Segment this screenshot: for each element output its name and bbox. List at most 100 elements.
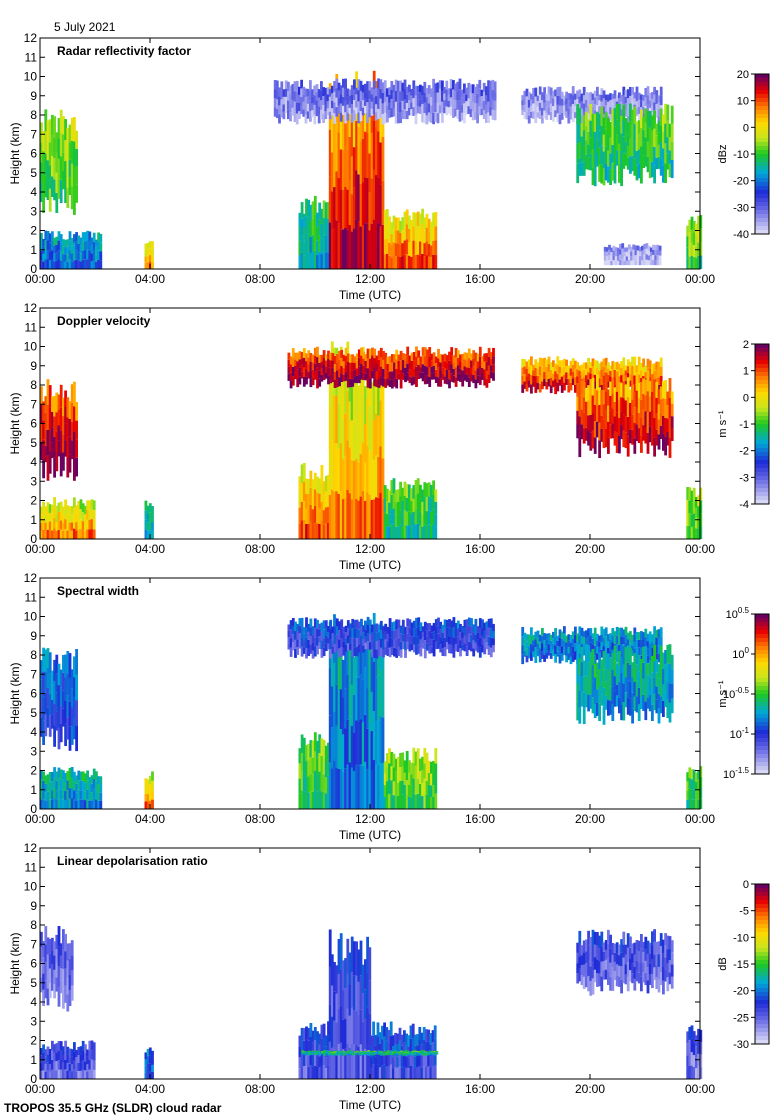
- heatmap-cell: [657, 708, 661, 724]
- heatmap-cell: [324, 777, 328, 794]
- heatmap-cell: [651, 648, 654, 655]
- heatmap-cell: [399, 244, 402, 257]
- heatmap-cell: [602, 650, 606, 670]
- heatmap-cell: [53, 179, 56, 201]
- colorbar-swatch: [755, 714, 769, 719]
- heatmap-cell: [609, 686, 612, 701]
- heatmap-cell: [349, 1050, 353, 1052]
- heatmap-cell: [651, 161, 654, 178]
- heatmap-cell: [348, 1015, 352, 1048]
- heatmap-cell: [611, 378, 615, 394]
- heatmap-cell: [525, 88, 529, 97]
- heatmap-cell: [40, 698, 43, 718]
- heatmap-cell: [385, 254, 389, 269]
- heatmap-cell: [653, 635, 656, 645]
- heatmap-cell: [70, 245, 74, 254]
- colorbar-swatch: [755, 654, 769, 659]
- heatmap-cell: [410, 513, 413, 527]
- heatmap-cell: [549, 111, 553, 120]
- heatmap-cell: [447, 88, 451, 95]
- heatmap-cell: [357, 90, 361, 102]
- heatmap-cell: [293, 101, 297, 112]
- heatmap-cell: [273, 107, 277, 117]
- heatmap-cell: [646, 370, 650, 392]
- heatmap-cell: [353, 369, 357, 377]
- heatmap-cell: [81, 250, 85, 260]
- heatmap-cell: [323, 1051, 327, 1053]
- heatmap-cell: [46, 954, 50, 972]
- heatmap-cell: [485, 95, 488, 105]
- heatmap-cell: [375, 649, 379, 659]
- heatmap-cell: [372, 89, 376, 98]
- heatmap-cell: [545, 93, 549, 101]
- heatmap-cell: [407, 255, 411, 269]
- heatmap-cell: [148, 792, 152, 801]
- heatmap-cell: [366, 972, 369, 1008]
- heatmap-cell: [574, 99, 577, 106]
- heatmap-cell: [359, 496, 363, 539]
- heatmap-cell: [337, 769, 341, 809]
- heatmap-cell: [313, 505, 317, 523]
- heatmap-cell: [624, 141, 628, 154]
- heatmap-cell: [692, 779, 696, 790]
- heatmap-cell: [483, 638, 487, 647]
- heatmap-cell: [610, 260, 614, 266]
- heatmap-cell: [646, 686, 650, 698]
- heatmap-cell: [690, 779, 694, 790]
- heatmap-cell: [97, 800, 100, 809]
- heatmap-cell: [95, 239, 98, 247]
- heatmap-cell: [558, 360, 562, 367]
- heatmap-cell: [337, 82, 341, 91]
- heatmap-cell: [364, 1019, 367, 1049]
- heatmap-cell: [329, 1052, 333, 1054]
- heatmap-cell: [340, 349, 344, 358]
- heatmap-cell: [454, 644, 458, 652]
- heatmap-cell: [655, 672, 659, 687]
- cloud-region: [40, 109, 78, 215]
- heatmap-cell: [314, 1054, 318, 1055]
- heatmap-cell: [432, 797, 435, 809]
- heatmap-cell: [690, 229, 694, 243]
- heatmap-cell: [614, 256, 618, 261]
- cloud-region: [273, 78, 497, 125]
- heatmap-cell: [90, 783, 94, 793]
- heatmap-cell: [304, 114, 308, 124]
- heatmap-cell: [536, 649, 540, 657]
- heatmap-cell: [325, 1050, 329, 1052]
- heatmap-cell: [620, 704, 623, 721]
- y-axis-label: Height (km): [8, 122, 22, 184]
- heatmap-cell: [604, 391, 608, 410]
- heatmap-cell: [316, 367, 319, 378]
- heatmap-cell: [637, 92, 641, 100]
- heatmap-cell: [79, 781, 83, 791]
- heatmap-cell: [648, 660, 652, 678]
- heatmap-cell: [328, 494, 332, 539]
- heatmap-cell: [415, 636, 418, 646]
- heatmap-cell: [311, 218, 315, 236]
- heatmap-cell: [320, 738, 324, 756]
- heatmap-cell: [55, 260, 59, 269]
- heatmap-cell: [392, 108, 396, 117]
- heatmap-cell: [587, 99, 590, 107]
- heatmap-cell: [530, 384, 533, 394]
- heatmap-cell: [361, 679, 365, 723]
- heatmap-cell: [604, 94, 608, 100]
- heatmap-cell: [390, 354, 394, 363]
- heatmap-cell: [436, 82, 440, 93]
- heatmap-cell: [294, 648, 297, 658]
- heatmap-cell: [373, 367, 377, 377]
- heatmap-cell: [596, 105, 599, 115]
- heatmap-cell: [335, 378, 339, 388]
- heatmap-cell: [46, 455, 50, 481]
- heatmap-cell: [474, 111, 477, 120]
- heatmap-cell: [302, 501, 306, 520]
- heatmap-cell: [692, 526, 696, 539]
- heatmap-cell: [73, 771, 76, 782]
- heatmap-cell: [314, 1052, 318, 1053]
- heatmap-cell: [434, 254, 438, 269]
- heatmap-cell: [360, 627, 363, 636]
- heatmap-cell: [57, 685, 61, 707]
- heatmap-cell: [318, 623, 322, 630]
- heatmap-cell: [318, 219, 322, 236]
- x-axis-label: Time (UTC): [339, 288, 401, 302]
